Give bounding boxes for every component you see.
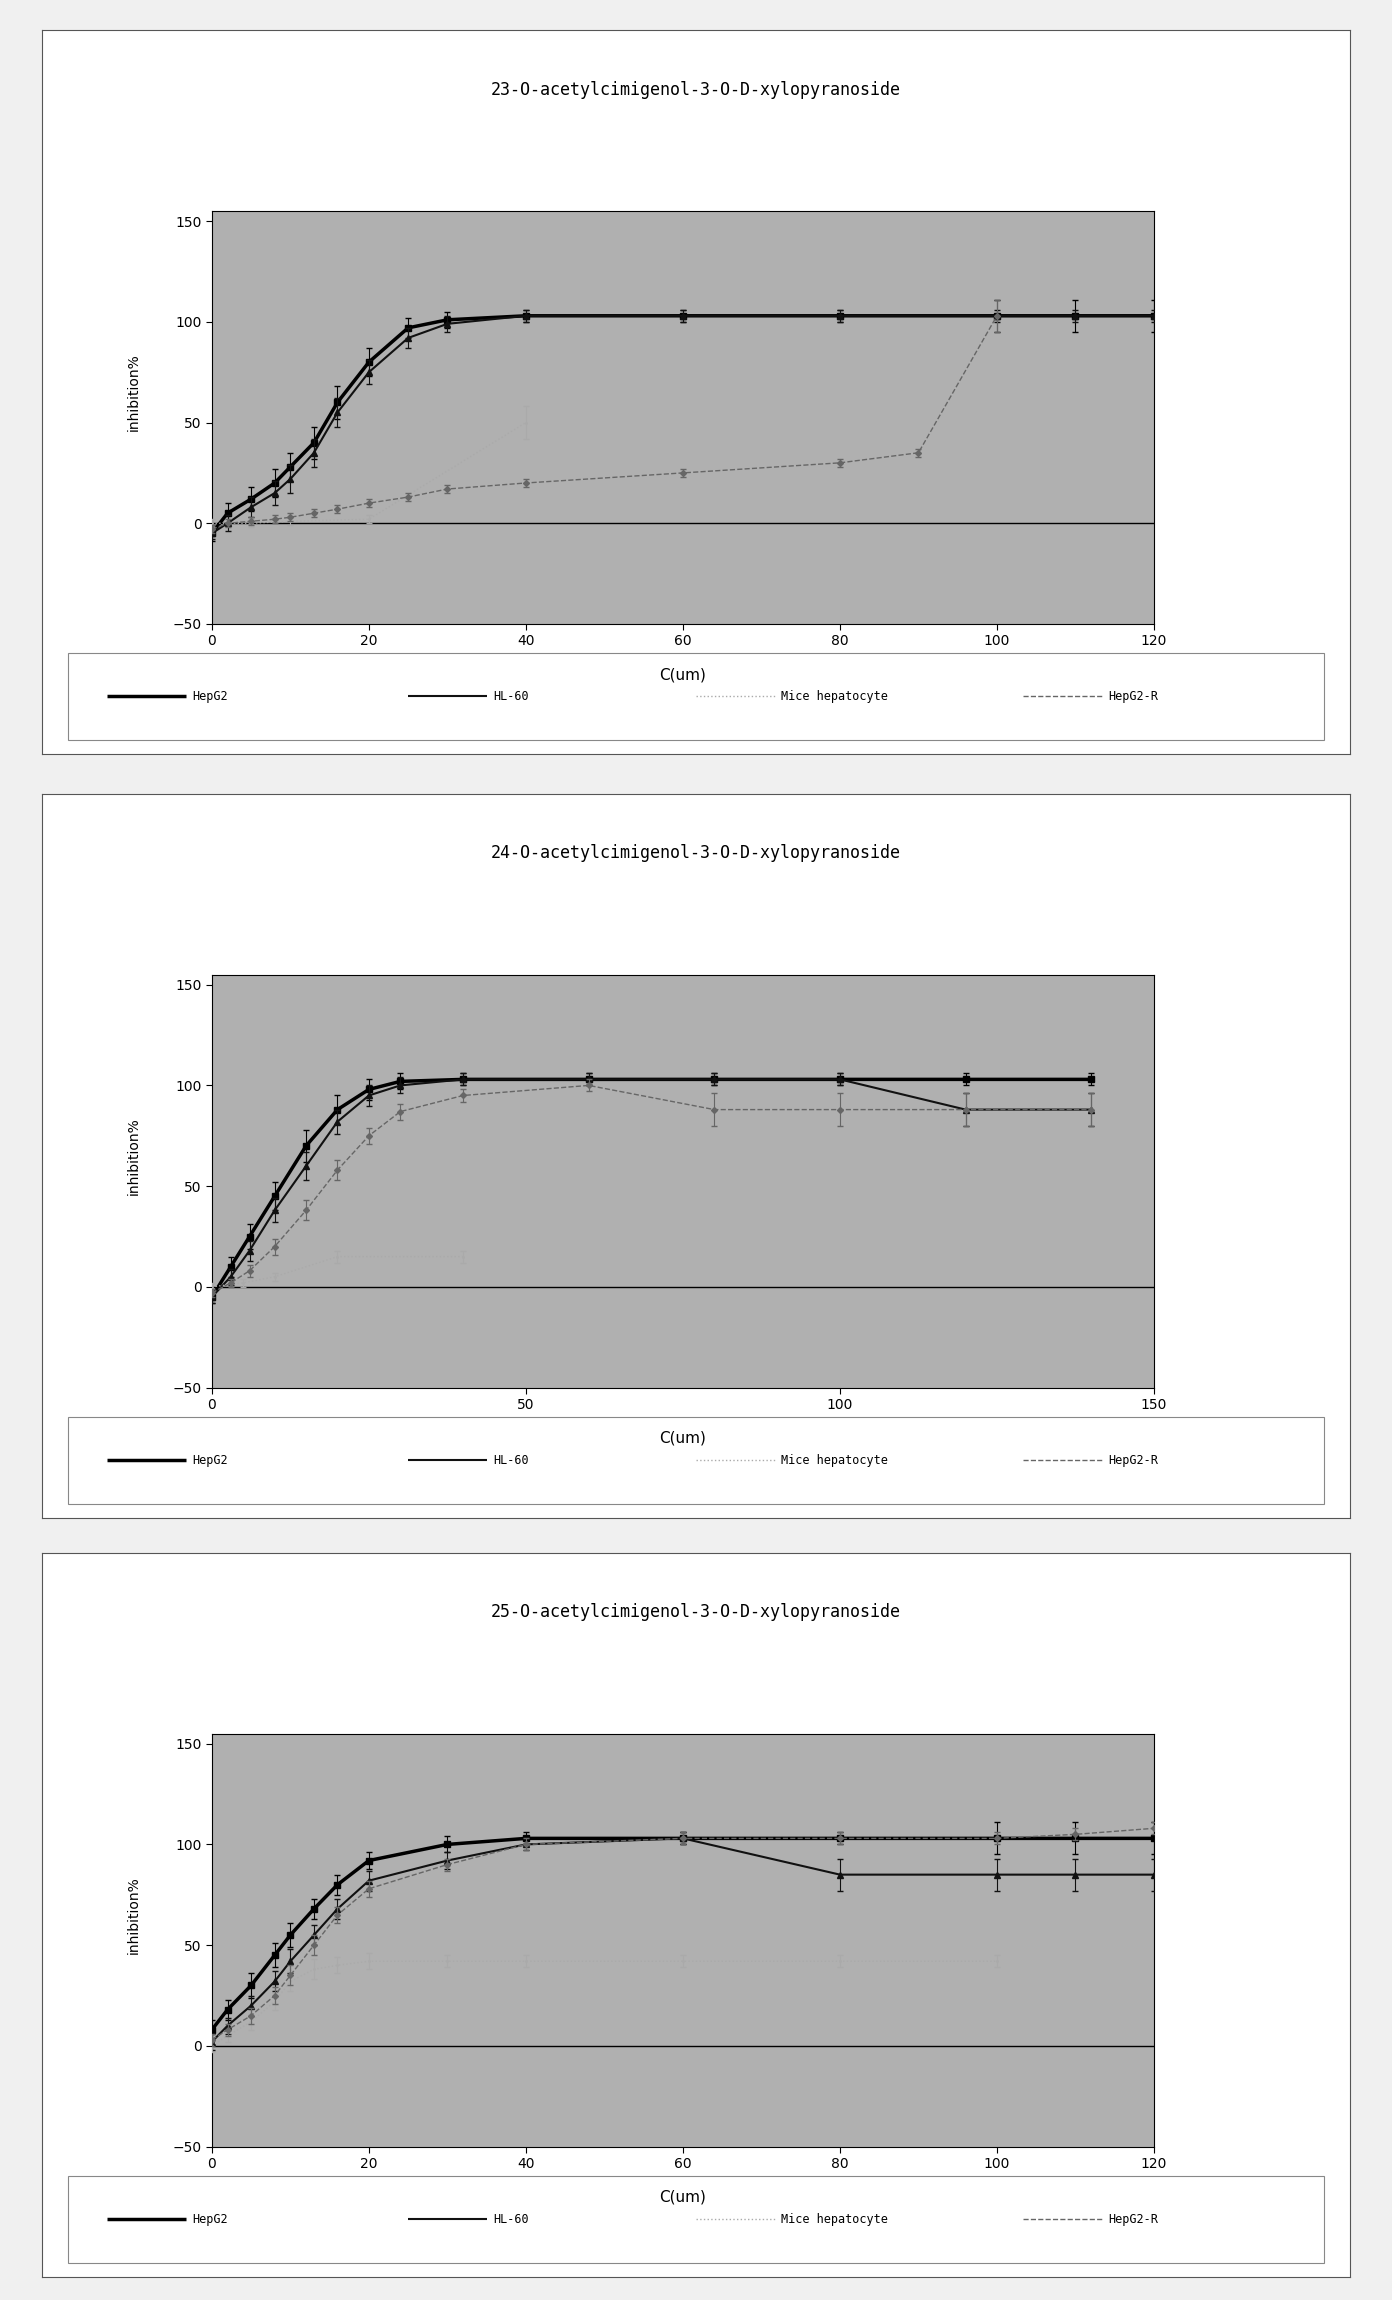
Text: C(um): C(um): [660, 1431, 706, 1447]
Text: HepG2: HepG2: [192, 2213, 228, 2226]
Text: 23-O-acetylcimigenol-3-O-D-xylopyranoside: 23-O-acetylcimigenol-3-O-D-xylopyranosid…: [491, 81, 901, 99]
Text: Mice hepatocyte: Mice hepatocyte: [781, 2213, 888, 2226]
Text: HepG2: HepG2: [192, 690, 228, 704]
Text: HepG2-R: HepG2-R: [1108, 690, 1158, 704]
Bar: [68, 653, 1324, 741]
Text: Mice hepatocyte: Mice hepatocyte: [781, 690, 888, 704]
Text: HL-60: HL-60: [493, 1454, 529, 1467]
Text: C(um): C(um): [660, 2190, 706, 2206]
Text: 25-O-acetylcimigenol-3-O-D-xylopyranoside: 25-O-acetylcimigenol-3-O-D-xylopyranosid…: [491, 1603, 901, 1622]
Text: inhibition%: inhibition%: [127, 1118, 141, 1194]
Text: C(um): C(um): [660, 667, 706, 683]
Text: HepG2: HepG2: [192, 1454, 228, 1467]
Text: HepG2-R: HepG2-R: [1108, 1454, 1158, 1467]
Bar: [68, 1417, 1324, 1504]
Text: HepG2-R: HepG2-R: [1108, 2213, 1158, 2226]
Text: HL-60: HL-60: [493, 690, 529, 704]
Text: inhibition%: inhibition%: [127, 354, 141, 430]
Text: inhibition%: inhibition%: [127, 1877, 141, 1953]
Text: HL-60: HL-60: [493, 2213, 529, 2226]
Text: 24-O-acetylcimigenol-3-O-D-xylopyranoside: 24-O-acetylcimigenol-3-O-D-xylopyranosid…: [491, 844, 901, 862]
Bar: [68, 2176, 1324, 2263]
Text: Mice hepatocyte: Mice hepatocyte: [781, 1454, 888, 1467]
